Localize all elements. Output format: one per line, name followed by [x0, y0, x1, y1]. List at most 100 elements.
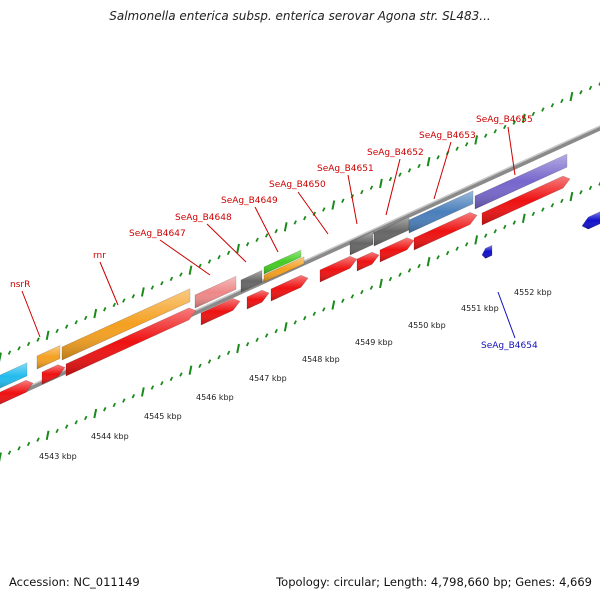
- scale-tick: [36, 337, 40, 342]
- gene-label-SeAg_B4647[interactable]: SeAg_B4647: [129, 229, 186, 239]
- scale-tick: [503, 124, 507, 130]
- scale-tick: [398, 272, 402, 277]
- gene-label-SeAg_B4651[interactable]: SeAg_B4651: [317, 164, 374, 174]
- cds-forward-shading: [0, 380, 33, 405]
- scale-tick: [150, 285, 155, 290]
- gene-label-nsrR[interactable]: nsrR: [10, 280, 30, 290]
- scale-tick: [264, 333, 269, 338]
- leader-SeAg_B4651: [347, 174, 358, 225]
- scale-tick: [322, 307, 326, 312]
- scale-tick: [274, 328, 278, 334]
- scale-tick: [464, 142, 469, 147]
- gene-label-SeAg_B4655[interactable]: SeAg_B4655: [476, 115, 533, 125]
- scale-tick: [112, 402, 116, 408]
- cds-SeAg_B4649-shading: [271, 275, 308, 301]
- scale-tick: [550, 103, 555, 108]
- scale-tick: [350, 294, 355, 299]
- gene-label-SeAg_B4648[interactable]: SeAg_B4648: [175, 213, 232, 223]
- scale-tick-major: [140, 287, 145, 297]
- gene-label-SeAg_B4653[interactable]: SeAg_B4653: [419, 131, 476, 141]
- scale-tick: [512, 120, 516, 125]
- cds-reverse-edge-shading: [582, 211, 600, 230]
- scale-tick: [245, 341, 250, 347]
- scale-tick: [293, 320, 297, 325]
- cds-rnr-shading: [66, 307, 196, 376]
- scale-tick: [407, 168, 412, 173]
- scale-tick: [455, 246, 459, 251]
- cds-nsrR-shading: [42, 364, 65, 384]
- kbp-label: 4545 kbp: [144, 412, 182, 421]
- feature-cyan-shading: [0, 362, 27, 389]
- scale-tick-major: [379, 278, 383, 289]
- scale-tick: [112, 302, 116, 308]
- scale-tick: [493, 229, 497, 234]
- scale-tick: [74, 320, 78, 325]
- gene-labels: nsrR rnr SeAg_B4647 SeAg_B4648 SeAg_B4649 SeA…: [10, 115, 538, 351]
- feature-SeAg_B4649a-shading: [264, 250, 301, 274]
- scale-tick: [369, 185, 374, 190]
- scale-tick: [179, 272, 183, 277]
- kbp-label: 4552 kbp: [514, 288, 552, 297]
- kbp-label: 4547 kbp: [249, 374, 287, 383]
- scale-tick: [122, 398, 126, 403]
- scale-tick: [436, 255, 440, 260]
- scale-tick: [388, 176, 393, 182]
- feature-nsrR-box-shading: [37, 345, 60, 369]
- scale-tick-major: [283, 322, 288, 332]
- gene-label-SeAg_B4654[interactable]: SeAg_B4654: [481, 341, 538, 351]
- feature-SeAg_B4649b-shading: [264, 256, 304, 282]
- scale-tick: [198, 363, 202, 369]
- scale-tick: [360, 189, 364, 195]
- scale-tick: [388, 276, 393, 282]
- cds-SeAg_B4652-shading: [380, 237, 414, 262]
- gene-label-SeAg_B4650[interactable]: SeAg_B4650: [269, 180, 326, 190]
- scale-tick: [445, 250, 450, 256]
- leader-SeAg_B4653: [433, 141, 452, 200]
- scale-tick-major: [93, 408, 98, 419]
- scale-tick: [512, 220, 516, 225]
- scale-tick: [493, 129, 497, 134]
- scale-tick-major: [140, 387, 145, 397]
- scale-tick: [26, 441, 31, 447]
- gene-label-rnr[interactable]: rnr: [93, 251, 106, 261]
- feature-SeAg_B4653-shading: [409, 190, 473, 233]
- scale-tick: [293, 220, 297, 225]
- scale-tick: [7, 350, 12, 355]
- scale-tick: [484, 133, 488, 138]
- scale-tick: [588, 85, 593, 91]
- scale-tick: [598, 181, 600, 186]
- scale-tick: [303, 315, 307, 321]
- scale-tick: [169, 276, 174, 282]
- scale-tick: [560, 198, 564, 204]
- scale-tick: [131, 294, 136, 299]
- scale-tick-major: [379, 178, 383, 189]
- inner-scale-ticks: [0, 181, 600, 462]
- leader-SeAg_B4648: [206, 223, 247, 263]
- scale-tick-major: [474, 235, 479, 245]
- topology-summary: Topology: circular; Length: 4,798,660 bp…: [276, 575, 592, 589]
- scale-tick: [579, 90, 583, 95]
- feature-SeAg_B4648-shading: [241, 270, 262, 292]
- scale-tick: [55, 328, 59, 334]
- scale-tick: [503, 224, 507, 230]
- scale-tick: [226, 350, 231, 356]
- gene-label-SeAg_B4652[interactable]: SeAg_B4652: [367, 148, 424, 158]
- scale-tick-major: [331, 200, 336, 210]
- scale-tick: [455, 146, 459, 151]
- scale-tick: [531, 111, 536, 117]
- scale-tick: [64, 424, 69, 429]
- kbp-label: 4543 kbp: [39, 452, 77, 461]
- scale-tick-major: [45, 330, 50, 340]
- scale-tick: [84, 415, 88, 421]
- scale-tick: [588, 185, 593, 191]
- scale-tick: [407, 268, 412, 273]
- leader-SeAg_B4650: [297, 191, 329, 235]
- gene-label-SeAg_B4649[interactable]: SeAg_B4649: [221, 196, 278, 206]
- feature-SeAg_B4647-shading: [195, 276, 236, 308]
- kbp-label: 4550 kbp: [408, 321, 446, 330]
- scale-tick: [160, 381, 164, 386]
- kbp-label: 4546 kbp: [196, 393, 234, 402]
- scale-tick: [322, 207, 326, 212]
- scale-tick: [122, 298, 126, 303]
